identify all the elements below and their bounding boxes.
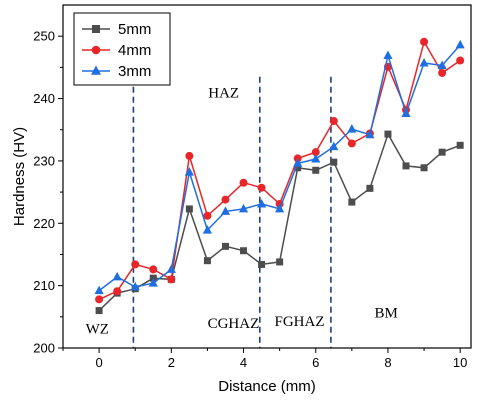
legend-marker-3mm <box>91 65 101 75</box>
data-point-4mm-1 <box>113 287 122 296</box>
region-label-cghaz: CGHAZ <box>208 316 260 332</box>
data-point-5mm-16 <box>384 130 392 138</box>
data-point-4mm-5 <box>185 151 194 160</box>
data-point-5mm-20 <box>456 141 464 149</box>
data-point-3mm-3 <box>148 278 158 287</box>
data-point-3mm-2 <box>130 281 140 291</box>
data-point-3mm-1 <box>112 271 122 281</box>
region-label-bm: BM <box>374 305 397 321</box>
data-point-5mm-7 <box>221 242 229 250</box>
data-point-4mm-4 <box>167 275 176 284</box>
y-tick-label-210: 210 <box>33 278 55 293</box>
data-point-4mm-2 <box>131 260 140 269</box>
data-point-4mm-7 <box>221 195 230 204</box>
data-point-3mm-12 <box>311 154 321 163</box>
legend-marker-5mm <box>92 25 100 33</box>
data-point-4mm-12 <box>311 148 320 157</box>
data-point-4mm-8 <box>239 178 248 187</box>
region-label-haz: HAZ <box>208 85 239 101</box>
data-point-3mm-20 <box>455 39 465 49</box>
data-point-5mm-5 <box>185 205 193 213</box>
data-point-5mm-0 <box>95 307 103 315</box>
region-label-wz: WZ <box>86 322 109 338</box>
data-point-3mm-9 <box>256 198 267 208</box>
data-point-3mm-14 <box>347 124 357 133</box>
data-point-3mm-19 <box>437 60 447 69</box>
data-point-5mm-19 <box>438 148 446 156</box>
data-point-4mm-14 <box>347 139 356 148</box>
data-point-3mm-17 <box>401 108 411 118</box>
data-point-3mm-8 <box>238 203 249 213</box>
data-point-4mm-18 <box>420 37 429 46</box>
data-point-3mm-5 <box>184 167 194 176</box>
legend-marker-4mm <box>91 45 101 55</box>
plot-frame <box>62 4 472 349</box>
data-point-5mm-10 <box>276 258 284 266</box>
y-axis-title: Hardness (HV) <box>11 127 28 226</box>
y-tick-label-250: 250 <box>33 29 55 44</box>
data-point-5mm-18 <box>420 164 428 172</box>
x-tick-label-0: 0 <box>95 355 102 370</box>
legend-label-5mm: 5mm <box>118 21 151 38</box>
legend-label-3mm: 3mm <box>118 63 151 80</box>
data-point-4mm-9 <box>257 183 266 192</box>
data-point-5mm-12 <box>312 166 320 174</box>
data-point-3mm-11 <box>293 158 303 167</box>
legend-box <box>73 12 171 86</box>
data-point-5mm-15 <box>366 184 374 192</box>
data-point-3mm-16 <box>383 50 393 60</box>
data-point-4mm-20 <box>456 56 465 65</box>
data-point-5mm-11 <box>294 164 302 172</box>
data-point-5mm-13 <box>330 158 338 166</box>
axes: 0 2 4 6 8 10 200 210 220 230 240 250 <box>33 4 472 370</box>
y-tick-label-230: 230 <box>33 153 55 168</box>
data-point-3mm-7 <box>220 206 231 215</box>
data-point-4mm-19 <box>438 68 447 77</box>
data-point-3mm-6 <box>202 225 213 234</box>
plot-area: WZ HAZ CGHAZ FGHAZ BM <box>86 37 465 348</box>
data-point-4mm-6 <box>203 211 212 220</box>
data-point-3mm-13 <box>329 141 339 151</box>
data-point-3mm-0 <box>94 285 104 295</box>
x-axis-title: Distance (mm) <box>218 378 316 395</box>
data-point-3mm-4 <box>166 264 176 273</box>
y-tick-label-240: 240 <box>33 91 55 106</box>
x-tick-label-4: 4 <box>240 355 247 370</box>
data-point-5mm-9 <box>258 260 266 268</box>
data-point-4mm-0 <box>95 295 104 304</box>
data-point-3mm-15 <box>365 129 375 139</box>
x-tick-label-6: 6 <box>312 355 319 370</box>
y-tick-label-220: 220 <box>33 216 55 231</box>
data-point-4mm-3 <box>149 265 158 274</box>
data-point-4mm-13 <box>329 116 338 125</box>
data-point-5mm-17 <box>402 162 410 170</box>
data-point-5mm-8 <box>240 247 248 255</box>
legend-label-4mm: 4mm <box>118 42 151 59</box>
data-point-3mm-10 <box>275 203 285 213</box>
data-point-5mm-6 <box>203 257 211 265</box>
data-point-3mm-18 <box>419 57 429 67</box>
x-tick-label-2: 2 <box>168 355 175 370</box>
data-point-5mm-14 <box>348 198 356 206</box>
x-tick-label-10: 10 <box>453 355 467 370</box>
y-tick-label-200: 200 <box>33 341 55 356</box>
legend: 5mm 4mm 3mm <box>73 12 171 86</box>
region-label-fghaz: FGHAZ <box>274 314 324 330</box>
x-tick-label-8: 8 <box>384 355 391 370</box>
